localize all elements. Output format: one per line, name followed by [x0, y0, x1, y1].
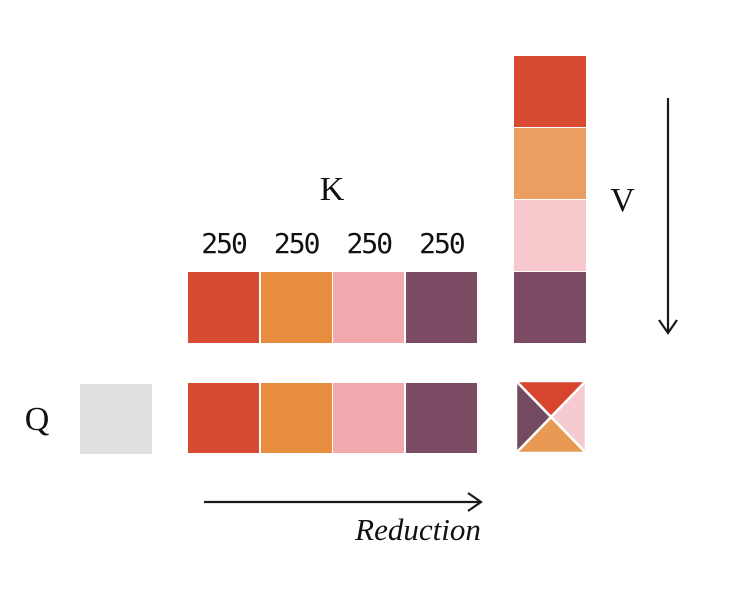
reduction-label: Reduction [355, 512, 481, 547]
qk-cell-purple [405, 383, 477, 453]
q-matrix-label: Q [24, 401, 50, 438]
k-cell-purple [405, 272, 477, 343]
v-direction-down-arrow [658, 98, 678, 335]
k-count-label: 250 [201, 227, 248, 260]
k-count-label: 250 [273, 227, 321, 260]
reduction-right-arrow [204, 492, 483, 512]
v-cell-red [514, 56, 586, 127]
v-column [514, 56, 586, 343]
k-matrix-label: K [319, 171, 345, 208]
result-mixed-cell [516, 381, 586, 453]
k-cell-red [188, 272, 259, 343]
q-cell [80, 384, 152, 454]
v-cell-orange [514, 128, 586, 199]
qk-cell-orange [260, 383, 332, 453]
qk-cell-red [188, 383, 259, 453]
result-triangle-left [516, 381, 553, 453]
k-count-label: 250 [419, 227, 466, 260]
k-count-label: 250 [346, 227, 394, 260]
qk-cell-pink [333, 383, 404, 453]
k-cell-orange [260, 272, 332, 343]
v-matrix-label: V [610, 182, 635, 219]
k-row [188, 272, 477, 343]
k-counts-row: 250 250 250 250 [188, 230, 477, 258]
k-cell-pink [333, 272, 404, 343]
v-cell-pink [514, 200, 586, 271]
v-cell-purple [514, 272, 586, 343]
qk-row [188, 383, 477, 453]
